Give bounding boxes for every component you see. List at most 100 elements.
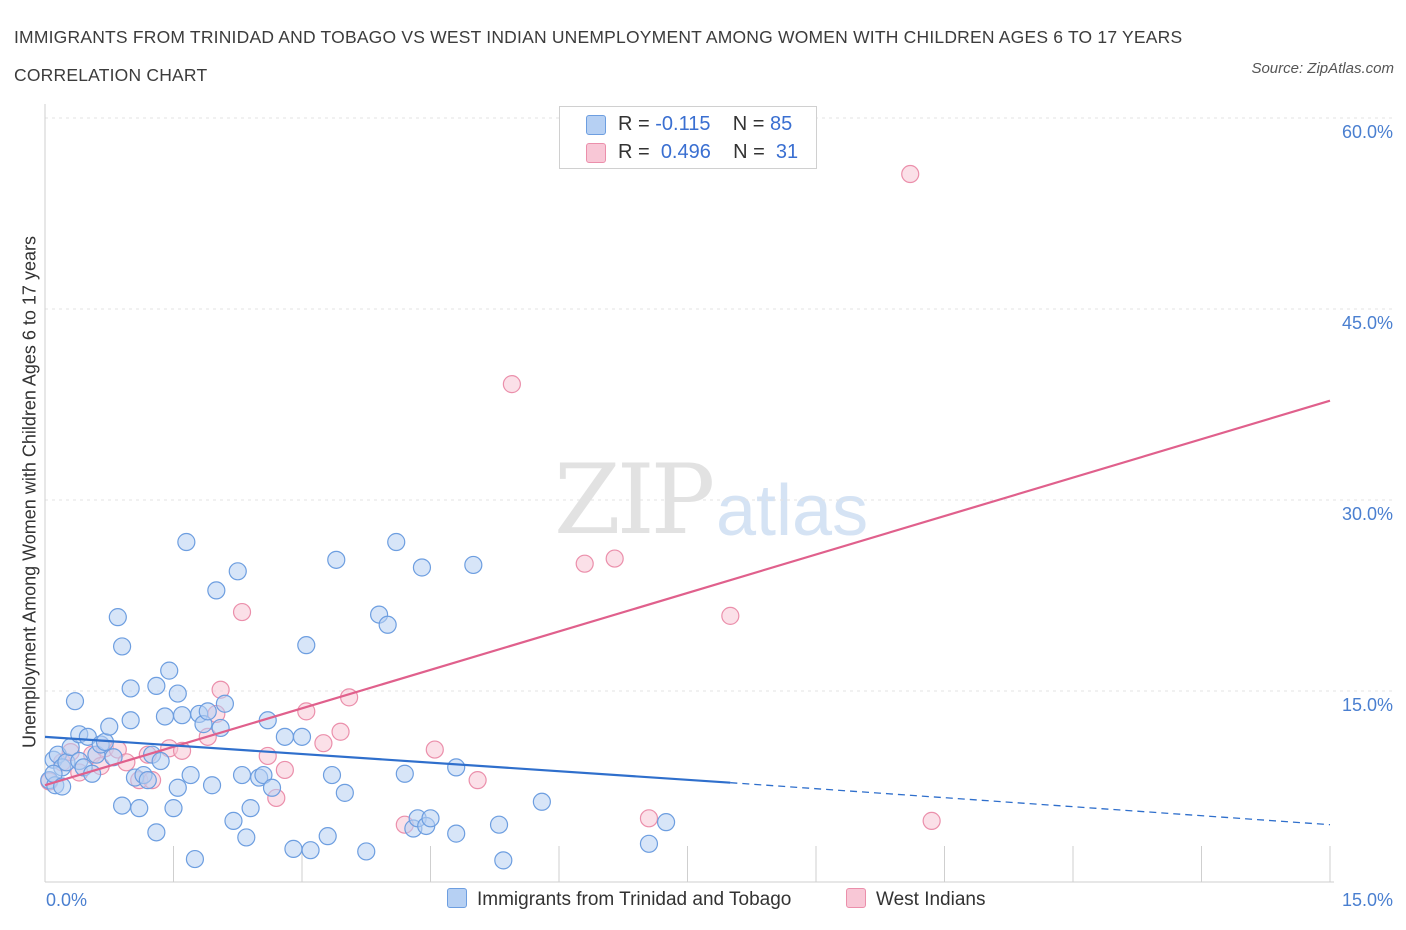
r-label: R = [618,141,650,163]
point-trinidad [181,765,200,785]
series1-n-value: 85 [769,113,793,135]
point-trinidad [254,765,273,785]
point-trinidad [121,711,140,730]
point-trinidad [121,679,140,698]
point-trinidad [447,824,466,843]
point-west-indians [922,811,941,830]
n-label: N = [732,113,765,135]
bottom-legend-series1: Immigrants from Trinidad and Tobago [447,888,791,911]
point-trinidad [112,637,132,656]
y-tick-label: 30.0% [1341,504,1393,524]
point-trinidad [489,815,509,834]
point-trinidad [532,792,551,811]
point-trinidad [160,661,179,680]
series2-swatch [586,143,606,163]
r-label: R = [618,113,650,135]
point-trinidad [108,608,127,627]
point-trinidad [292,727,312,746]
point-trinidad [421,809,440,828]
y-axis-label: Unemployment Among Women with Children A… [19,236,40,748]
point-trinidad [130,799,149,818]
point-trinidad [202,776,222,795]
bottom-legend-series2: West Indians [846,888,985,911]
point-trinidad [185,849,205,869]
point-trinidad [65,692,85,711]
point-west-indians [468,771,487,790]
point-trinidad [147,823,166,842]
point-trinidad [322,765,342,785]
point-trinidad [297,636,316,655]
x-tick-max: 15.0% [1341,890,1393,910]
point-trinidad [215,694,234,713]
point-west-indians [331,722,350,741]
point-trinidad [241,799,260,818]
point-trinidad [168,684,187,703]
point-west-indians [575,554,594,573]
point-west-indians [232,602,252,622]
point-west-indians [425,740,444,759]
series1-swatch [586,115,606,135]
trend-line-trinidad [44,735,731,784]
point-trinidad [412,558,432,577]
x-tick-min: 0.0% [46,890,88,910]
y-tick-label: 45.0% [1341,313,1393,333]
trend-line-west-indians [44,399,1331,787]
point-trinidad [232,765,252,785]
point-trinidad [172,706,192,725]
point-west-indians [314,734,333,753]
point-west-indians [502,375,521,394]
series1-r-value: -0.115 [655,113,711,135]
point-trinidad [177,532,196,552]
point-trinidad [237,828,256,847]
point-trinidad [100,717,119,736]
trend-line-trinidad-extrapolated [730,782,1331,826]
n-label: N = [733,141,765,163]
watermark-atlas: atlas [716,471,869,551]
series2-legend-swatch [846,888,866,908]
point-trinidad [387,532,406,552]
y-tick-label: 60.0% [1341,122,1393,142]
series2-r-value: 0.496 [660,141,711,163]
y-tick-label: 15.0% [1341,695,1393,715]
point-trinidad [155,707,175,726]
chart-title: IMMIGRANTS FROM TRINIDAD AND TOBAGO VS W… [14,27,1183,85]
point-west-indians [639,809,659,828]
point-trinidad [464,555,483,575]
point-west-indians [721,606,740,625]
point-trinidad [224,811,243,830]
point-west-indians [297,702,316,721]
point-trinidad [656,813,676,832]
point-trinidad [275,727,294,746]
point-trinidad [327,550,346,569]
point-trinidad [198,702,217,721]
point-trinidad [318,827,337,846]
point-trinidad [335,783,354,802]
point-trinidad [147,676,166,696]
point-west-indians [605,549,624,568]
point-trinidad [168,778,187,797]
point-trinidad [447,758,466,777]
point-trinidad [138,771,157,790]
point-west-indians [901,164,920,184]
source-credit: Source: ZipAtlas.com [1251,60,1394,77]
point-trinidad [228,562,247,581]
point-trinidad [262,778,282,797]
series1-legend-swatch [447,888,467,908]
trend-lines [44,399,1331,826]
axes [44,104,1334,883]
point-trinidad [151,751,170,771]
series1-legend-label: Immigrants from Trinidad and Tobago [477,889,792,910]
point-west-indians [275,760,294,780]
point-trinidad [378,615,397,634]
series2-legend-label: West Indians [876,889,986,910]
point-trinidad [207,581,226,600]
point-trinidad [301,841,320,860]
point-trinidad [357,842,376,861]
point-trinidad [284,839,303,858]
point-trinidad [112,796,132,815]
point-trinidad [494,851,513,870]
point-trinidad [395,764,414,783]
series2-n-value: 31 [775,141,799,163]
point-trinidad [639,834,659,853]
correlation-legend: R = -0.115 N = 85 R = 0.496 N = 31 [559,106,817,169]
